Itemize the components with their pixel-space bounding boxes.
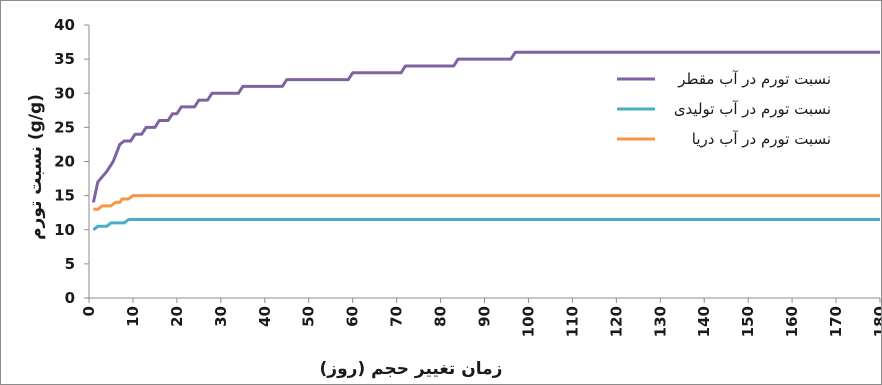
- y-tick-label: 35: [54, 50, 75, 68]
- x-tick-label: 80: [432, 306, 450, 327]
- x-tick-label: 160: [783, 306, 801, 337]
- axes: 0 5 10 15 20 25 30 35 40 0 10 20 30 40 50 60 70 80 90 100 11…: [54, 16, 881, 337]
- x-tick-label: 100: [519, 306, 537, 337]
- x-tick-label: 180: [871, 306, 881, 337]
- x-tick-label: 10: [124, 306, 142, 327]
- series-lines: [91, 50, 880, 231]
- legend-label-1: نسبت تورم در آب مقطر: [677, 70, 831, 88]
- x-axis-title: زمان تغییر حجم (روز): [320, 359, 503, 379]
- series-line-1: [91, 50, 880, 203]
- series-line-3: [93, 194, 880, 211]
- x-tick-label: 50: [300, 306, 318, 327]
- legend-label-3: نسبت تورم در آب دریا: [692, 130, 831, 148]
- y-tick-label: 40: [54, 16, 75, 34]
- x-tick-label: 140: [695, 306, 713, 337]
- x-tick-label: 150: [739, 306, 757, 337]
- y-tick-label: 0: [65, 289, 75, 307]
- legend: نسبت تورم در آب مقطر نسبت تورم در آب تولی…: [617, 70, 831, 148]
- x-tick-label: 120: [607, 306, 625, 337]
- y-tick-label: 30: [54, 84, 75, 102]
- y-tick-label: 15: [54, 187, 75, 205]
- y-axis-title: نسبت تورم (g/g): [26, 94, 46, 240]
- x-tick-label: 130: [651, 306, 669, 337]
- y-tick-label: 25: [54, 118, 75, 136]
- x-tick-label: 40: [256, 306, 274, 327]
- y-tick-label: 20: [54, 153, 75, 171]
- x-tick-label: 20: [168, 306, 186, 327]
- x-tick-label: 30: [212, 306, 230, 327]
- y-tick-label: 5: [65, 255, 75, 273]
- x-tick-label: 70: [388, 306, 406, 327]
- x-tick-label: 0: [80, 306, 98, 316]
- x-tick-label: 110: [563, 306, 581, 337]
- x-tick-label: 60: [344, 306, 362, 327]
- legend-label-2: نسبت تورم در آب تولیدی: [674, 100, 831, 118]
- series-line-2: [92, 218, 880, 231]
- y-tick-label: 10: [54, 221, 75, 239]
- x-tick-label: 90: [476, 306, 494, 327]
- x-tick-label: 170: [827, 306, 845, 337]
